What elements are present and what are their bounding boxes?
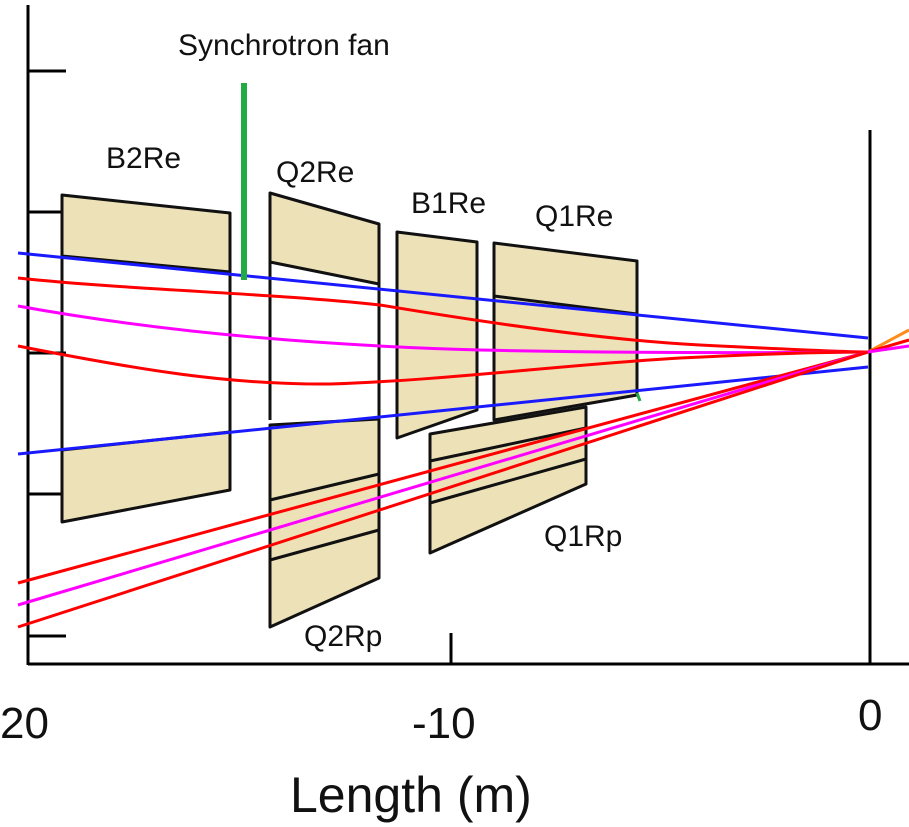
tick-label-minus10: -10 <box>412 699 476 748</box>
proton-beam-lower <box>17 350 869 629</box>
magnet-label-Q1Re: Q1Re <box>535 200 613 233</box>
electron-beam-upper <box>17 251 869 340</box>
magnet-label-Q1Rp: Q1Rp <box>544 520 622 553</box>
magnet-label-Q2Rp: Q2Rp <box>304 620 382 653</box>
tick-label-zero: 0 <box>858 691 882 740</box>
synchrotron-fan-label: Synchrotron fan <box>178 29 390 62</box>
ip-beam <box>867 328 909 354</box>
magnet-Q1Rp-band <box>429 426 587 463</box>
magnet-Q1Re-band <box>493 294 638 316</box>
magnets <box>60 191 639 629</box>
magnet-Q2Rp <box>268 417 381 629</box>
magnet-Q1Rp-band <box>429 457 587 505</box>
beams <box>17 83 909 629</box>
ip-beam-lower <box>867 344 909 354</box>
beam-envelope-lower <box>17 344 869 386</box>
synchrotron-fan-mark <box>635 392 642 402</box>
tick-label-minus20: 20 <box>0 699 49 748</box>
x-axis-title: Length (m) <box>290 767 532 823</box>
proton-envelope <box>17 350 869 607</box>
magnet-label-B1Re: B1Re <box>411 187 486 220</box>
electron-beam-lower <box>17 365 869 456</box>
beam-envelope-upper <box>17 276 869 354</box>
magnet-Q2Rp-band <box>269 528 380 562</box>
magnet-B1Re <box>395 230 479 440</box>
magnet-Q2Rp-band <box>269 472 380 502</box>
beam-envelope-middle <box>17 304 869 355</box>
magnet-Q2Re <box>268 191 381 286</box>
proton-beam-upper <box>17 350 869 585</box>
magnet-label-Q2Re: Q2Re <box>276 156 354 189</box>
axis-frame <box>26 5 909 666</box>
magnet-label-B2Re: B2Re <box>106 142 181 175</box>
